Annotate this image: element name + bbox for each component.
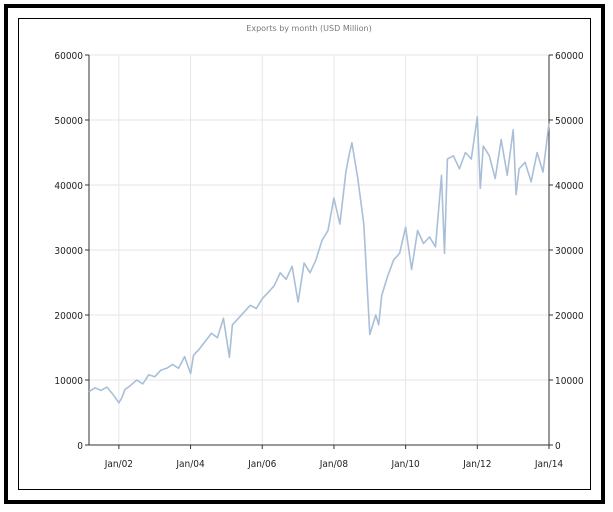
series-group: [88, 116, 550, 404]
line-chart: 0 10000 20000 30000 40000 50000 60000 0 10000 20…: [54, 24, 584, 470]
x-tick-label: Jan/14: [534, 459, 564, 470]
x-tick-label: Jan/04: [175, 459, 205, 470]
left-y-tick-label: 10000: [54, 376, 83, 387]
left-y-tick-label: 30000: [54, 246, 83, 257]
left-y-tick-labels: 0 10000 20000 30000 40000 50000 60000: [54, 51, 83, 452]
left-y-tick-label: 60000: [54, 51, 83, 62]
chart-title: Exports by month (USD Million): [246, 24, 371, 33]
right-y-tick-labels: 0 10000 20000 30000 40000 50000 60000: [555, 51, 584, 452]
right-y-tick-label: 0: [555, 441, 561, 452]
left-y-tick-label: 20000: [54, 311, 83, 322]
right-y-tick-label: 20000: [555, 311, 584, 322]
axes: [85, 54, 553, 449]
right-y-tick-label: 30000: [555, 246, 584, 257]
left-y-tick-label: 0: [77, 441, 83, 452]
x-tick-label: Jan/12: [462, 459, 491, 470]
x-tick-label: Jan/02: [104, 459, 133, 470]
x-tick-label: Jan/10: [390, 459, 420, 470]
right-y-tick-label: 50000: [555, 116, 584, 127]
left-y-tick-label: 50000: [54, 116, 83, 127]
right-y-tick-label: 60000: [555, 51, 584, 62]
chart-panel: 0 10000 20000 30000 40000 50000 60000 0 10000 20…: [18, 18, 591, 490]
left-y-tick-label: 40000: [54, 181, 83, 192]
series-line: [88, 116, 550, 404]
right-y-tick-label: 10000: [555, 376, 584, 387]
x-tick-label: Jan/06: [247, 459, 277, 470]
x-tick-label: Jan/08: [319, 459, 349, 470]
x-tick-labels: Jan/02 Jan/04 Jan/06 Jan/08 Jan/10 Jan/12 Jan/…: [104, 459, 564, 470]
outer-frame: 0 10000 20000 30000 40000 50000 60000 0 10000 20…: [4, 4, 605, 504]
right-y-tick-label: 40000: [555, 181, 584, 192]
